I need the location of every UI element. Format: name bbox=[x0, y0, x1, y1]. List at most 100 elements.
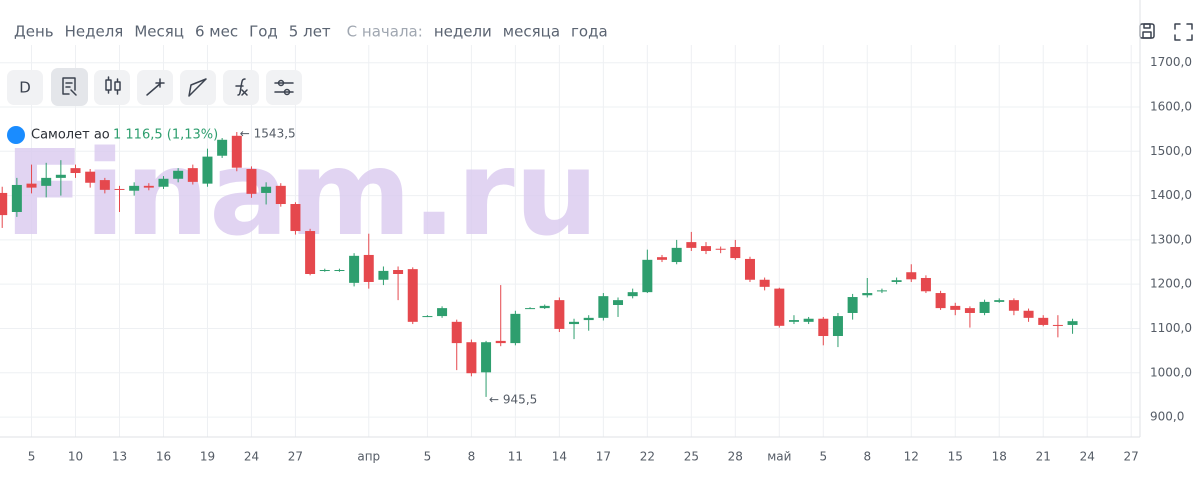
candle-body bbox=[143, 185, 154, 188]
candle-body bbox=[334, 270, 345, 272]
candle-body bbox=[114, 188, 125, 190]
save-icon[interactable] bbox=[1139, 23, 1155, 39]
chart-type-button[interactable] bbox=[94, 70, 130, 105]
candle-body bbox=[422, 316, 433, 318]
x-tick-label: 21 bbox=[1036, 450, 1051, 464]
candle-body bbox=[437, 308, 448, 317]
candle-body bbox=[847, 297, 858, 313]
candle-body bbox=[158, 178, 169, 187]
x-tick-label: 8 bbox=[468, 450, 476, 464]
since-button[interactable]: года bbox=[571, 23, 608, 41]
candle-body bbox=[1023, 310, 1034, 318]
extreme-label: ← 1543,5 bbox=[240, 127, 296, 141]
x-tick-label: май bbox=[767, 450, 791, 464]
x-tick-label: 13 bbox=[112, 450, 127, 464]
ticker-logo bbox=[7, 126, 25, 144]
candle-body bbox=[803, 318, 814, 322]
candle-body bbox=[862, 293, 873, 296]
candle-body bbox=[964, 308, 975, 313]
candle-body bbox=[510, 313, 521, 344]
fullscreen-icon[interactable] bbox=[1174, 23, 1193, 41]
candle-body bbox=[11, 184, 22, 212]
candle-body bbox=[26, 183, 37, 188]
candle-body bbox=[686, 242, 697, 248]
candle-body bbox=[569, 321, 580, 325]
candle-body bbox=[979, 301, 990, 313]
ticker-quote: 1 116,5 (1,13%) bbox=[113, 128, 218, 143]
x-tick-label: 28 bbox=[728, 450, 743, 464]
candle-body bbox=[598, 296, 609, 318]
candle-body bbox=[319, 270, 330, 272]
settings-knob bbox=[277, 79, 285, 87]
settings-button[interactable] bbox=[266, 70, 302, 105]
candle-body bbox=[832, 316, 843, 337]
y-tick-label: 1500,0 bbox=[1150, 144, 1192, 158]
candle-body bbox=[70, 168, 81, 174]
since-button[interactable]: месяца bbox=[503, 23, 560, 41]
candle-body bbox=[451, 321, 462, 344]
draw-icon bbox=[146, 78, 165, 96]
watermark: Finam.ru bbox=[4, 124, 599, 262]
candle-body bbox=[876, 290, 887, 292]
candle-body bbox=[554, 300, 565, 329]
template-icon bbox=[62, 77, 77, 96]
candle-body bbox=[715, 248, 726, 250]
candle-body bbox=[393, 270, 404, 274]
candle-body bbox=[0, 192, 8, 216]
since-button[interactable]: недели bbox=[434, 23, 492, 41]
legend: Самолет ао 1 116,5 (1,13%) bbox=[7, 126, 218, 144]
period-button[interactable]: 5 лет bbox=[289, 23, 331, 41]
save-slot bbox=[1143, 23, 1151, 29]
candle-body bbox=[994, 300, 1005, 302]
y-tick-label: 1600,0 bbox=[1150, 100, 1192, 114]
candle-body bbox=[305, 231, 316, 274]
x-tick-label: 10 bbox=[68, 450, 83, 464]
candle-body bbox=[906, 272, 917, 280]
candle-body bbox=[700, 246, 711, 251]
top-icons bbox=[1139, 23, 1193, 41]
period-button[interactable]: Неделя bbox=[65, 23, 124, 41]
candle-body bbox=[363, 254, 374, 282]
candle-body bbox=[202, 156, 213, 184]
period-button[interactable]: День bbox=[14, 23, 54, 41]
period-button[interactable]: Месяц bbox=[134, 23, 184, 41]
candle-body bbox=[495, 340, 506, 344]
save-outline bbox=[1139, 23, 1155, 39]
candle-body bbox=[583, 317, 594, 321]
interval-button[interactable] bbox=[7, 70, 43, 105]
candle-body bbox=[920, 277, 931, 292]
settings-knob bbox=[283, 88, 291, 96]
y-tick-label: 1200,0 bbox=[1150, 277, 1192, 291]
candle-body bbox=[378, 270, 389, 280]
x-tick-label: 18 bbox=[992, 450, 1007, 464]
candle-body bbox=[613, 300, 624, 306]
x-tick-label: 25 bbox=[684, 450, 699, 464]
candle-body bbox=[1067, 321, 1078, 325]
candle-body bbox=[85, 171, 96, 183]
x-tick-label: 11 bbox=[508, 450, 523, 464]
candle-body bbox=[730, 246, 741, 259]
indicators-icon bbox=[235, 78, 248, 96]
x-tick-label: 19 bbox=[200, 450, 215, 464]
x-tick-label: 12 bbox=[904, 450, 919, 464]
extreme-label: ← 945,5 bbox=[489, 392, 537, 406]
candle-body bbox=[187, 168, 198, 182]
toolbar: D bbox=[7, 68, 302, 106]
candle-body bbox=[349, 255, 360, 283]
x-tick-label: 24 bbox=[244, 450, 259, 464]
y-tick-label: 1000,0 bbox=[1150, 365, 1192, 379]
x-tick-label: апр bbox=[357, 450, 380, 464]
x-tick-label: 17 bbox=[596, 450, 611, 464]
period-button[interactable]: Год bbox=[249, 23, 278, 41]
plot-area: 900,0 1000,0 1100,0 1200,0 1300,0 1400,0 1500,… bbox=[0, 0, 1192, 464]
candle-body bbox=[1008, 300, 1019, 311]
x-tick-label: 27 bbox=[1124, 450, 1139, 464]
candle-body bbox=[774, 288, 785, 326]
candle-body bbox=[407, 269, 418, 322]
y-tick-label: 1400,0 bbox=[1150, 188, 1192, 202]
x-tick-label: 27 bbox=[288, 450, 303, 464]
period-button[interactable]: 6 мес bbox=[195, 23, 238, 41]
